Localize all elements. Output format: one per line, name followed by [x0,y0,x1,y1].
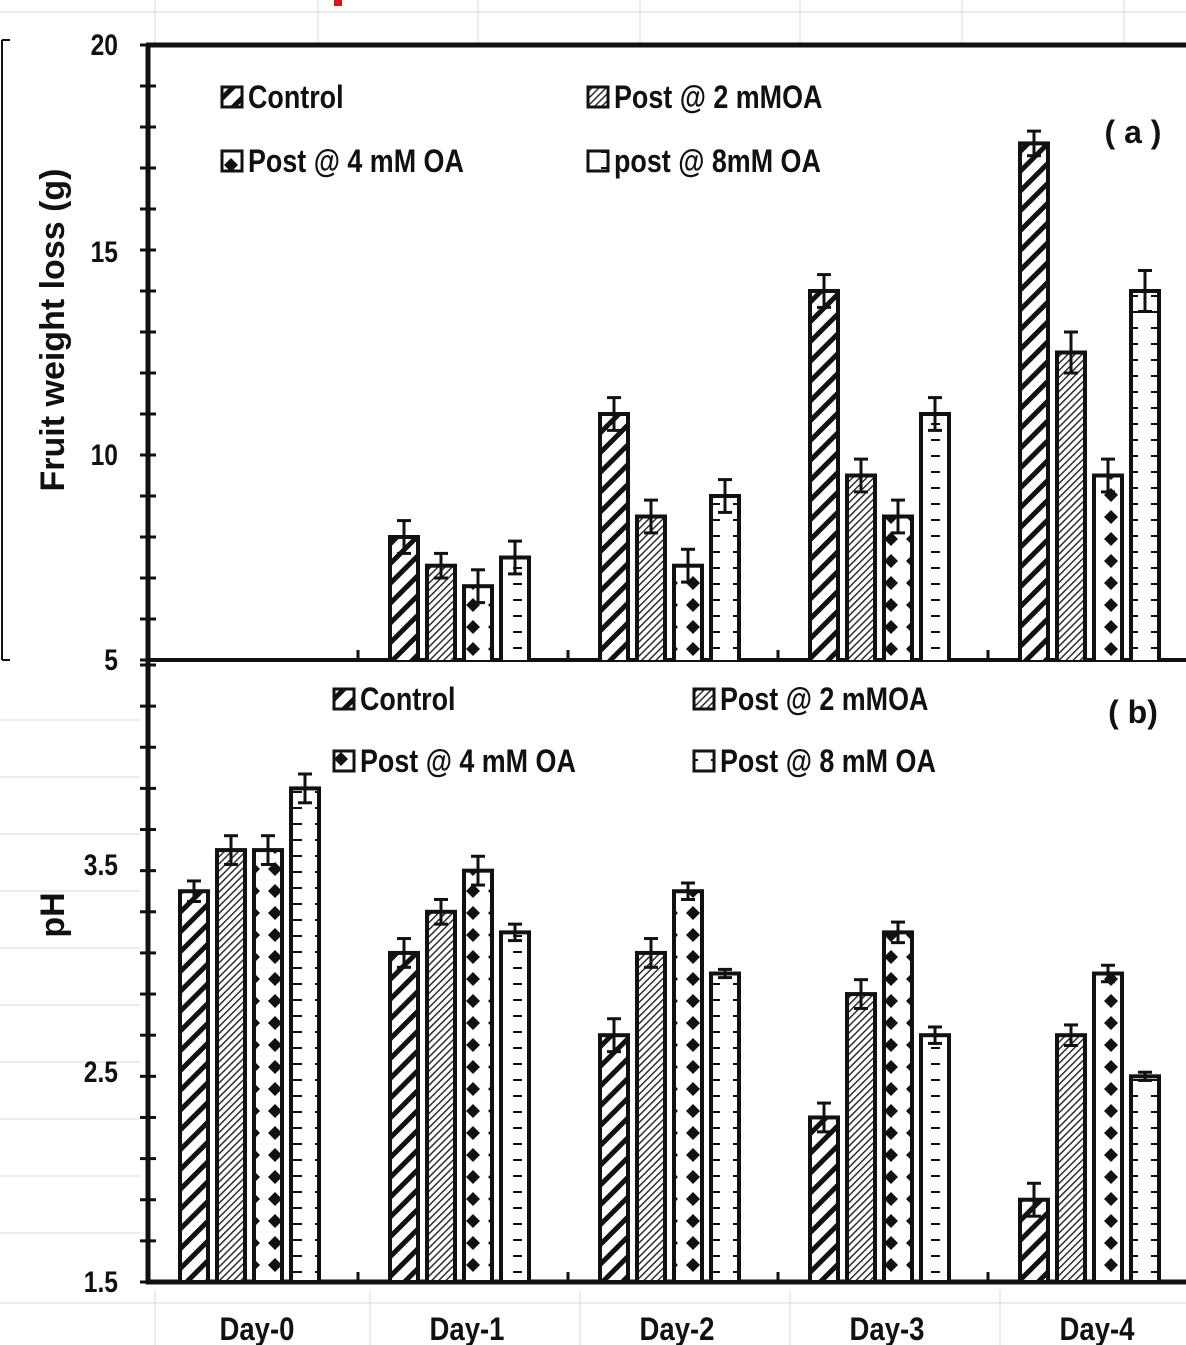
legend-label: post @ 8mM OA [614,144,821,180]
legend-swatch [692,749,716,773]
bar [425,563,457,660]
bar [635,514,667,660]
legend-label: Post @ 4 mM OA [360,744,576,780]
y-axis-title: Fruit weight loss (g) [34,169,72,492]
bar [499,555,531,660]
bar [289,786,321,1285]
bar [178,889,210,1284]
panel-a-frame-edge [1,39,10,661]
legend-swatch [220,149,244,173]
bar [425,909,457,1284]
legend-swatch [332,749,356,773]
x-tick-label: Day-3 [850,1312,925,1345]
bar [215,848,247,1284]
bar [882,514,914,660]
bar [845,992,877,1284]
y-axis-title: pH [34,892,72,937]
bar [1129,289,1161,660]
y-tick-label: 1.5 [84,1265,118,1299]
legend-label: Post @ 8 mM OA [720,744,936,780]
panel-b: 3.5 2.5 1.5 pH ( b) Control Post @ 2 mMOA Post … [34,660,1186,1345]
legend-label: Control [248,80,344,116]
bar [1092,971,1124,1284]
legend-swatch [692,687,716,711]
bar [1092,473,1124,660]
panel-a: 20 15 10 5 Fruit weight loss (g) ( a ) Control… [34,28,1186,677]
legend-swatch [332,687,356,711]
legend-label: Post @ 2 mMOA [614,80,822,116]
bar [882,930,914,1284]
bar [388,950,420,1285]
legend-swatch [586,149,610,173]
legend-label: Post @ 4 mM OA [248,144,464,180]
y-tick-label: 10 [91,438,118,472]
panel-label: ( a ) [1105,114,1162,150]
y-tick-label: 15 [91,235,118,269]
red-mark [334,0,342,6]
x-tick-label: Day-0 [220,1312,295,1345]
bar [1055,350,1087,660]
bar [1018,141,1050,660]
y-tick-label: 5 [104,643,118,677]
legend-label: Post @ 2 mMOA [720,682,928,718]
bar [252,848,284,1284]
bars-layer [388,141,1161,660]
bar [808,289,840,660]
x-tick-label: Day-2 [640,1312,715,1345]
y-tick-label: 20 [91,28,118,62]
bar [462,868,494,1285]
x-tick-label: Day-1 [430,1312,505,1345]
bar [635,950,667,1285]
x-tick-label: Day-4 [1060,1312,1135,1345]
bar [388,535,420,660]
y-tick-label: 2.5 [84,1055,118,1089]
bar [808,1115,840,1285]
legend-label: Control [360,682,456,718]
bar [499,930,531,1284]
bars-layer [178,786,1161,1285]
legend-swatch [220,85,244,109]
bar [1129,1074,1161,1285]
bar [1055,1033,1087,1284]
y-tick-label: 3.5 [84,848,118,882]
bar [709,971,741,1284]
bar [845,473,877,660]
bar [598,1033,630,1284]
legend-swatch [586,85,610,109]
bar [709,494,741,660]
bar [919,412,951,660]
panel-label: ( b) [1108,694,1158,730]
bar [672,563,704,660]
bar [919,1033,951,1284]
bar [672,889,704,1284]
bar [598,412,630,660]
